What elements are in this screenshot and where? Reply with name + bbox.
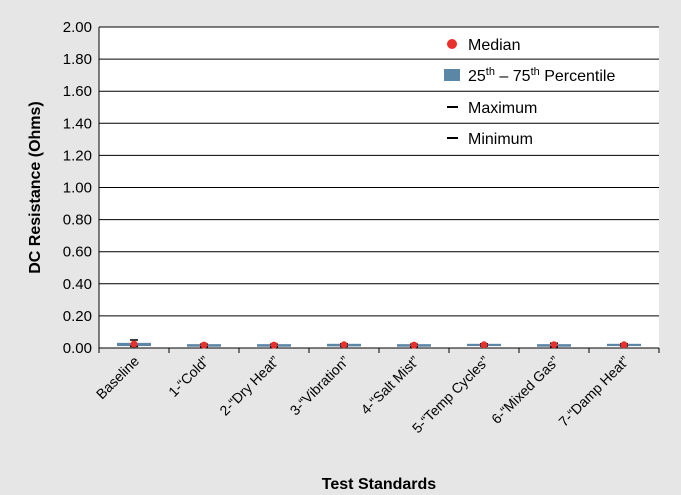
median-point — [270, 341, 278, 349]
y-tick-label: 1.20 — [63, 147, 92, 164]
legend-percentile-sup-2: th — [531, 66, 540, 78]
legend: Median 25th – 75th Percentile Maximum Mi… — [444, 37, 615, 148]
legend-percentile-25: 25 — [468, 68, 486, 85]
median-point — [130, 340, 138, 348]
legend-percentile-marker — [444, 69, 460, 81]
y-axis-label: DC Resistance (Ohms) — [27, 101, 44, 274]
y-tick-label: 1.40 — [63, 115, 92, 132]
y-tick-label: 0.00 — [63, 340, 92, 357]
median-point — [340, 341, 348, 349]
y-tick-label: 2.00 — [63, 19, 92, 36]
y-tick-label: 1.00 — [63, 180, 92, 197]
gridlines — [98, 26, 659, 349]
y-axis-ticks: 0.00 0.20 0.40 0.60 0.80 1.00 1.20 1.40 1.60 1.80… — [63, 19, 92, 357]
median-point — [410, 341, 418, 349]
y-tick-label: 0.20 — [63, 308, 92, 325]
y-tick-label: 1.80 — [63, 51, 92, 68]
y-tick-label: 0.80 — [63, 212, 92, 229]
legend-minimum-label: Minimum — [468, 131, 533, 148]
median-point — [620, 341, 628, 349]
median-point — [550, 341, 558, 349]
legend-percentile-75: – 75 — [495, 68, 531, 85]
legend-median-marker — [447, 39, 457, 49]
y-tick-label: 1.60 — [63, 83, 92, 100]
legend-percentile-sup-1: th — [486, 66, 495, 78]
box-marks — [117, 339, 641, 349]
median-point — [200, 341, 208, 349]
y-tick-label: 0.40 — [63, 276, 92, 293]
legend-percentile-suffix: Percentile — [540, 68, 616, 85]
legend-median-label: Median — [468, 37, 520, 54]
y-tick-label: 0.60 — [63, 244, 92, 261]
x-axis-label: Test Standards — [322, 476, 437, 493]
legend-maximum-label: Maximum — [468, 100, 537, 117]
median-point — [480, 341, 488, 349]
legend-percentile-label: 25th – 75th Percentile — [468, 66, 615, 85]
